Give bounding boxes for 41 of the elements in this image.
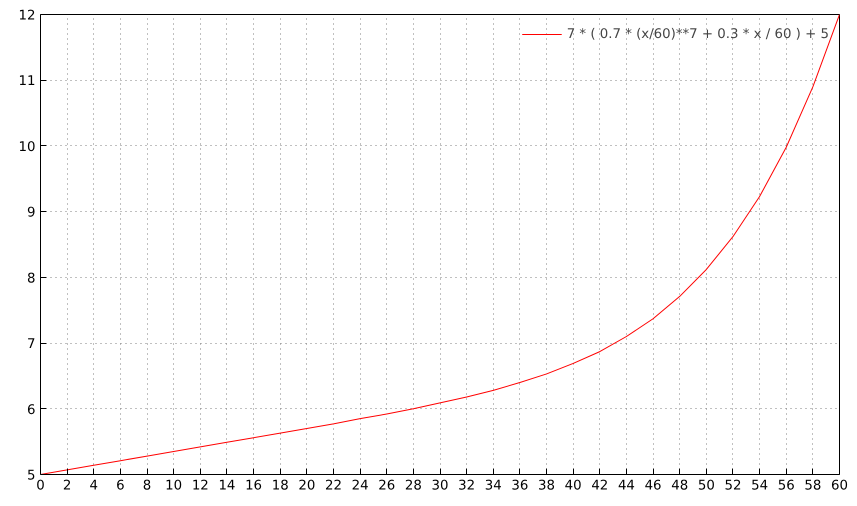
x-tick-label: 42 bbox=[591, 478, 608, 494]
line-series bbox=[40, 14, 840, 474]
y-tick-label: 12 bbox=[18, 8, 36, 24]
y-tick-label: 7 bbox=[27, 337, 36, 352]
x-tick-label: 50 bbox=[698, 478, 715, 494]
x-tick-label: 46 bbox=[644, 478, 662, 494]
x-tick-label: 58 bbox=[804, 478, 822, 494]
x-tick-label: 4 bbox=[90, 478, 98, 494]
x-tick-label: 8 bbox=[142, 478, 152, 494]
x-tick-label: 60 bbox=[831, 478, 848, 494]
x-tick-label: 32 bbox=[458, 478, 476, 494]
x-tick-label: 16 bbox=[245, 478, 262, 494]
x-tick-label: 54 bbox=[751, 478, 768, 494]
x-tick-label: 40 bbox=[564, 478, 582, 494]
x-tick-label: 6 bbox=[116, 478, 125, 494]
x-tick-label: 2 bbox=[62, 478, 72, 494]
y-tick-label: 9 bbox=[27, 206, 36, 221]
y-tick-label: 8 bbox=[27, 271, 36, 286]
x-tick-label: 0 bbox=[36, 478, 45, 494]
x-tick-label: 30 bbox=[432, 478, 448, 494]
x-tick-label: 14 bbox=[218, 478, 236, 494]
x-tick-label: 24 bbox=[352, 478, 369, 494]
x-tick-label: 34 bbox=[484, 478, 502, 494]
y-tick-label: 5 bbox=[27, 468, 36, 484]
x-tick-label: 48 bbox=[671, 478, 688, 494]
x-tick-label: 12 bbox=[192, 478, 209, 494]
x-tick-label: 28 bbox=[404, 478, 422, 494]
y-tick-label: 10 bbox=[18, 140, 36, 155]
x-tick-label: 44 bbox=[618, 478, 635, 494]
x-tick-label: 22 bbox=[324, 478, 342, 494]
x-tick-label: 20 bbox=[298, 478, 316, 494]
x-tick-label: 26 bbox=[378, 478, 396, 494]
x-tick-label: 36 bbox=[511, 478, 528, 494]
legend-label: 7 * ( 0.7 * (x/60)**7 + 0.3 * x / 60 ) + 5 bbox=[566, 26, 829, 42]
x-tick-label: 18 bbox=[272, 478, 289, 494]
x-tick-label: 56 bbox=[778, 478, 795, 494]
x-tick-label: 38 bbox=[538, 478, 556, 494]
y-tick-label: 11 bbox=[18, 74, 36, 90]
x-tick-label: 52 bbox=[724, 478, 742, 494]
y-tick-label: 6 bbox=[27, 402, 36, 418]
x-tick-label: 10 bbox=[165, 478, 182, 494]
